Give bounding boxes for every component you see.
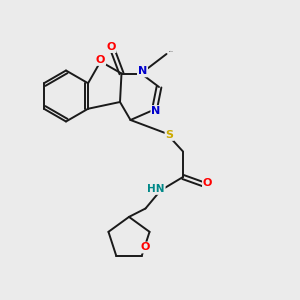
Text: O: O xyxy=(106,42,116,52)
Text: N: N xyxy=(152,106,160,116)
Text: O: O xyxy=(203,178,212,188)
Text: S: S xyxy=(166,130,173,140)
Text: HN: HN xyxy=(147,184,165,194)
Text: O: O xyxy=(141,242,150,253)
Text: N: N xyxy=(138,66,147,76)
Text: methyl: methyl xyxy=(169,51,174,52)
Text: O: O xyxy=(96,55,105,65)
